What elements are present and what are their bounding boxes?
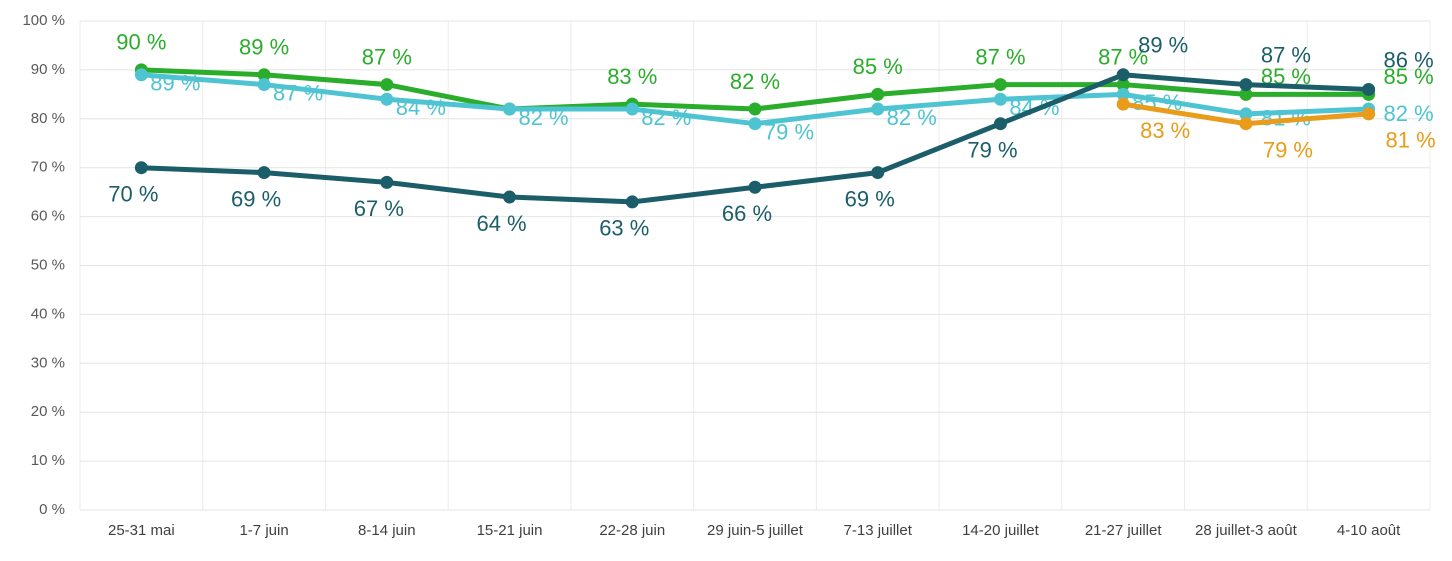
point [1239, 117, 1253, 131]
data-label: 90 % [116, 30, 166, 55]
data-label: 87 % [362, 44, 412, 69]
x-tick-label: 22-28 juin [599, 522, 666, 539]
data-label: 87 % [1098, 44, 1148, 69]
point [748, 102, 762, 116]
y-tick-label: 90 % [31, 61, 65, 78]
y-tick-label: 20 % [31, 403, 65, 420]
x-tick-label: 8-14 juin [358, 522, 416, 539]
point [1239, 78, 1253, 92]
data-label: 89 % [150, 71, 200, 96]
x-tick-label: 15-21 juin [476, 522, 543, 539]
x-tick-label: 4-10 août [1336, 522, 1401, 539]
point [625, 195, 639, 209]
data-label: 82 % [641, 105, 691, 130]
point [134, 68, 148, 82]
data-label: 82 % [887, 105, 937, 130]
x-tick-label: 29 juin-5 juillet [707, 522, 803, 539]
data-label: 87 % [1261, 42, 1311, 67]
point [257, 68, 271, 82]
x-tick-label: 28 juillet-3 août [1195, 522, 1297, 539]
point [1116, 87, 1130, 101]
data-label: 79 % [967, 138, 1017, 163]
data-label: 82 % [1384, 101, 1434, 126]
y-tick-label: 80 % [31, 110, 65, 127]
y-tick-label: 50 % [31, 256, 65, 273]
data-label: 82 % [518, 105, 568, 130]
data-label: 85 % [853, 54, 903, 79]
x-tick-label: 7-13 juillet [843, 522, 912, 539]
data-label: 63 % [599, 216, 649, 241]
x-tick-label: 25-31 mai [108, 522, 175, 539]
point [380, 92, 394, 106]
data-label: 67 % [354, 196, 404, 221]
point [1116, 68, 1130, 82]
data-label: 84 % [396, 95, 446, 120]
data-label: 79 % [1263, 138, 1313, 163]
y-tick-label: 10 % [31, 452, 65, 469]
point [993, 78, 1007, 92]
data-label: 87 % [975, 44, 1025, 69]
data-label: 66 % [722, 201, 772, 226]
data-label: 83 % [1140, 118, 1190, 143]
y-tick-label: 30 % [31, 354, 65, 371]
x-tick-label: 21-27 juillet [1084, 522, 1162, 539]
point [380, 175, 394, 189]
data-label: 81 % [1386, 128, 1436, 153]
y-tick-label: 60 % [31, 208, 65, 225]
point [748, 117, 762, 131]
point [1239, 107, 1253, 121]
point [748, 180, 762, 194]
data-label: 82 % [730, 69, 780, 94]
point [993, 92, 1007, 106]
x-tick-label: 1-7 juin [239, 522, 289, 539]
data-label: 85 % [1384, 64, 1434, 89]
point [503, 102, 517, 116]
data-label: 89 % [239, 35, 289, 60]
point [871, 87, 885, 101]
point [993, 117, 1007, 131]
point [257, 166, 271, 180]
point [1239, 87, 1253, 101]
data-label: 89 % [1138, 33, 1188, 58]
data-label: 87 % [273, 80, 323, 105]
point [380, 78, 394, 92]
point [871, 166, 885, 180]
data-label: 64 % [476, 211, 526, 236]
y-tick-label: 0 % [39, 501, 65, 518]
y-tick-label: 70 % [31, 159, 65, 176]
y-tick-label: 100 % [22, 12, 65, 29]
x-tick-label: 14-20 juillet [962, 522, 1039, 539]
point [134, 161, 148, 175]
data-label: 86 % [1384, 47, 1434, 72]
point [1362, 82, 1376, 96]
point [1362, 107, 1376, 121]
y-tick-label: 40 % [31, 305, 65, 322]
data-label: 83 % [607, 64, 657, 89]
point [257, 78, 271, 92]
point [1116, 97, 1130, 111]
point [503, 190, 517, 204]
point [871, 102, 885, 116]
data-label: 70 % [108, 182, 158, 207]
data-label: 69 % [845, 186, 895, 211]
data-label: 79 % [764, 120, 814, 145]
point [625, 102, 639, 116]
point [1116, 78, 1130, 92]
data-label: 69 % [231, 186, 281, 211]
